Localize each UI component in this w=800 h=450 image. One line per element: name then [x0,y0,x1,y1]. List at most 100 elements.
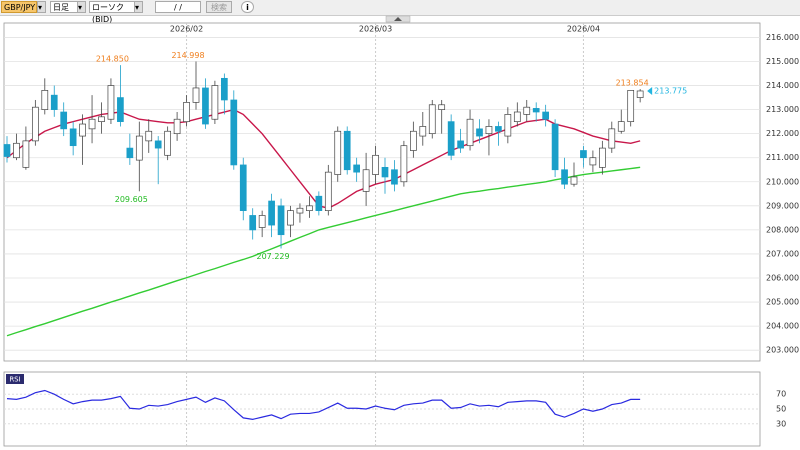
candle-body [589,157,597,166]
search-button[interactable]: 検索 [206,1,232,13]
candle-body [126,147,134,159]
candle-body [88,118,96,130]
candle-body [400,145,408,183]
candle-body [239,164,247,211]
y-tick-label: 214.000 [766,81,799,90]
candle-body [324,171,332,211]
y-tick-label: 215.000 [766,57,799,66]
y-tick-label: 212.000 [766,129,799,138]
candle-body [466,118,474,147]
y-tick-label: 203.000 [766,346,799,355]
candle-body [476,128,483,137]
price-annotation: 209.605 [115,195,148,204]
candle-body [50,94,58,110]
candle-body [31,106,39,142]
y-tick-label: 206.000 [766,274,799,283]
candle-body [296,207,304,214]
candle-body [107,85,115,120]
candle-body [164,130,171,156]
date-input[interactable]: / / [155,1,201,13]
candle-body [447,121,455,156]
candle-body [268,200,275,226]
candle-body [617,121,625,132]
candle-body [117,97,124,122]
info-button[interactable]: i [241,1,254,13]
candle-body [419,126,427,137]
candle-body [211,85,219,120]
candle-body [608,128,616,149]
candle-body [145,130,153,142]
last-price-marker [647,86,653,95]
candle-body [183,102,190,122]
candle-body [381,166,389,178]
y-tick-label: 50 [776,405,786,414]
candle-body [495,126,502,132]
candle-body [580,150,587,159]
toolbar: GBP/JPY ▾ 日足 ▾ ローソク(BID) ▾ / / 検索 i [0,0,800,24]
candle-body [230,99,238,166]
dropdown[interactable]: ▾ [134,1,143,13]
candle-body [315,195,323,211]
candle-body [202,87,209,125]
last-price-label: 213.775 [654,86,687,95]
dropdown[interactable]: ▾ [77,1,86,13]
candle-body [3,144,11,157]
candle-body [542,111,550,120]
y-tick-label: 213.000 [766,105,799,114]
candle-body [98,116,105,122]
y-tick-label: 209.000 [766,201,799,210]
candle-body [79,123,86,137]
candle-body [154,140,162,149]
candle-body [513,111,521,122]
y-tick-label: 216.000 [766,33,799,42]
price-panel [3,22,761,362]
x-tick-label: 2026/03 [359,25,392,34]
candle-body [485,126,493,135]
price-annotation: 213.854 [616,79,649,88]
candle-body [22,140,30,168]
candle-body [173,118,181,135]
candle-body [570,176,578,185]
candle-body [334,130,342,175]
y-tick-label: 30 [776,419,786,428]
candle-body [353,164,360,173]
candle-body [627,90,635,122]
y-tick-label: 207.000 [766,249,799,258]
y-tick-label: 204.000 [766,322,799,331]
candle-body [69,128,77,147]
candle-body [598,147,606,168]
price-annotation: 214.998 [171,51,204,60]
collapse-arrow [394,17,402,21]
candle-body [192,87,200,103]
candle-body [410,130,417,151]
price-annotation: 207.229 [257,252,290,261]
x-tick-label: 2026/02 [170,25,203,34]
candle-body [428,104,436,135]
candle-body [438,104,446,110]
x-tick-label: 2026/04 [567,25,600,34]
dropdown[interactable]: ▾ [37,1,46,13]
moving-average [6,166,641,337]
candle-body [135,135,143,161]
candle-body [504,114,512,137]
candle-body [277,205,285,236]
candle-body [523,106,531,115]
candle-body [60,111,68,130]
candle-body [372,154,379,175]
price-annotation: 214.850 [96,55,129,64]
symbol-select[interactable]: GBP/JPY [1,1,37,13]
candle-body [221,77,228,101]
candle-body [457,140,464,149]
candle-body [391,169,398,185]
candle-body [551,123,559,171]
y-tick-label: 70 [776,390,786,399]
candle-body [287,210,294,226]
candle-body [249,215,257,231]
rsi-label-box [6,374,24,384]
candle-body [532,108,540,113]
candle-body [306,205,313,211]
y-tick-label: 210.000 [766,177,799,186]
candle-body [258,215,266,228]
rsi-line [6,389,641,420]
